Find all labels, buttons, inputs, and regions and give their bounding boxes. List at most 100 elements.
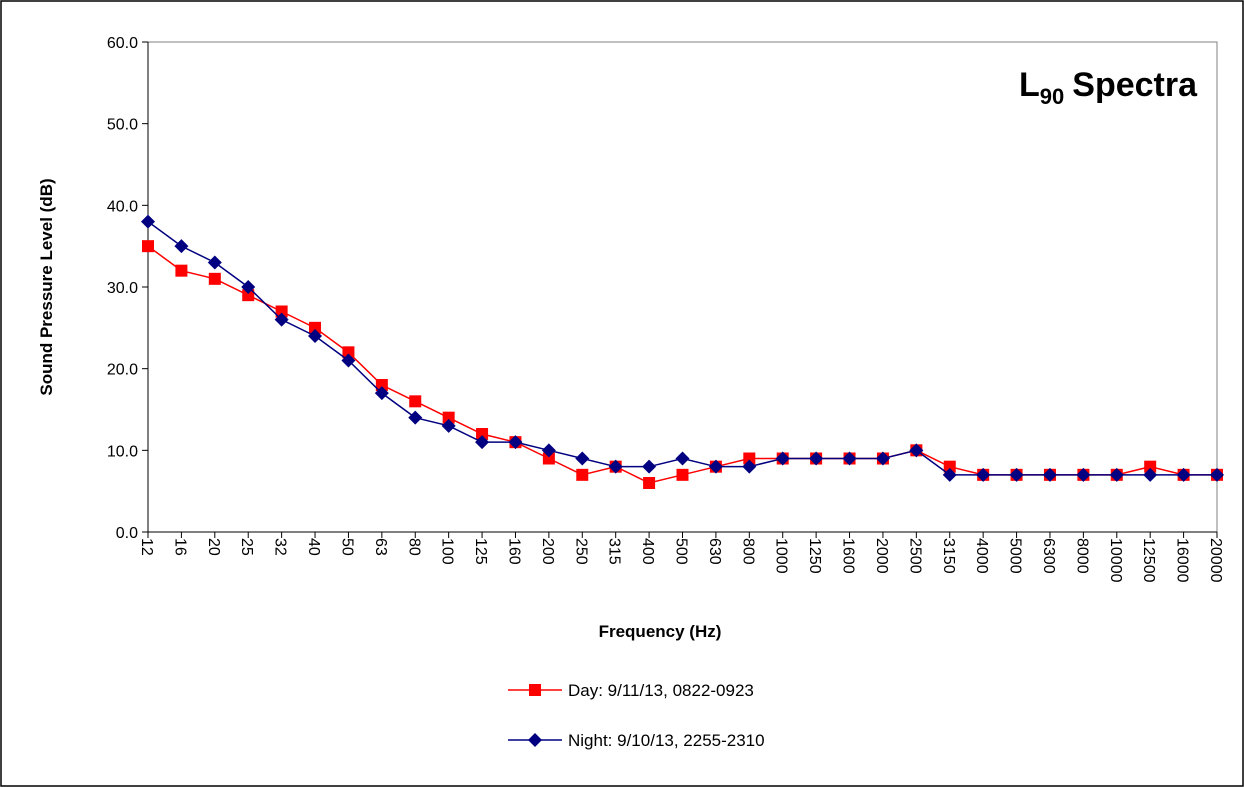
x-tick-label: 630	[706, 538, 723, 565]
x-tick-label: 800	[739, 538, 756, 565]
x-tick-label: 1000	[773, 538, 790, 574]
y-tick-label: 40.0	[107, 198, 138, 215]
x-tick-label: 20	[205, 538, 222, 556]
x-tick-label: 160	[505, 538, 522, 565]
data-point	[374, 386, 389, 401]
data-point	[508, 435, 523, 450]
y-tick-label: 0.0	[116, 525, 138, 542]
data-point	[141, 214, 155, 229]
data-point	[976, 467, 991, 482]
y-tick-label: 50.0	[107, 117, 138, 134]
y-tick-label: 30.0	[107, 280, 138, 297]
x-tick-label: 32	[272, 538, 289, 556]
x-axis-label: Frequency (Hz)	[599, 622, 722, 641]
x-tick-label: 2000	[873, 538, 890, 574]
y-tick-label: 10.0	[107, 443, 138, 460]
x-tick-label: 400	[639, 538, 656, 565]
data-point	[742, 459, 757, 474]
data-point	[241, 280, 256, 294]
data-point	[576, 468, 589, 481]
x-tick-label: 100	[439, 538, 456, 565]
x-tick-label: 3150	[940, 538, 957, 574]
data-point	[608, 459, 623, 474]
data-point	[242, 289, 255, 302]
x-tick-label: 25	[238, 538, 255, 556]
data-point	[442, 411, 455, 424]
x-tick-label: 315	[606, 538, 623, 565]
legend-label: Night: 9/10/13, 2255-2310	[568, 731, 765, 750]
data-point	[341, 353, 356, 368]
x-tick-label: 12500	[1140, 538, 1157, 583]
data-point	[909, 443, 924, 458]
title-rest: Spectra	[1072, 66, 1198, 104]
legend-label: Day: 9/11/13, 0822-0923	[568, 681, 754, 700]
title-main: L	[1019, 66, 1040, 104]
data-point	[809, 451, 824, 466]
data-point	[1109, 467, 1124, 482]
data-point	[441, 418, 456, 433]
data-point	[142, 240, 154, 253]
x-tick-label: 12	[138, 538, 155, 556]
data-point	[942, 467, 957, 482]
data-point	[309, 321, 322, 334]
y-tick-label: 20.0	[107, 362, 138, 379]
data-point	[775, 451, 790, 466]
data-point	[174, 239, 189, 254]
x-tick-label: 250	[572, 538, 589, 565]
x-tick-label: 5000	[1007, 538, 1024, 574]
data-point	[528, 733, 542, 747]
data-point	[1076, 467, 1091, 482]
x-tick-label: 200	[539, 538, 556, 565]
x-tick-label: 16	[171, 538, 188, 556]
data-point	[575, 451, 590, 466]
data-point	[409, 395, 422, 408]
y-axis-label: Sound Pressure Level (dB)	[37, 178, 56, 395]
data-point	[175, 264, 188, 277]
x-tick-label: 16000	[1174, 538, 1191, 583]
x-tick-label: 4000	[973, 538, 990, 574]
data-point	[1009, 467, 1024, 482]
data-point	[529, 684, 541, 696]
data-point	[1143, 467, 1158, 482]
title-subscript: 90	[1040, 84, 1064, 109]
x-tick-label: 63	[372, 538, 389, 556]
x-tick-label: 10000	[1107, 538, 1124, 583]
data-point	[476, 428, 489, 440]
chart-title: L90 Spectra	[1019, 66, 1198, 109]
data-point	[1042, 467, 1057, 482]
data-point	[475, 435, 490, 450]
x-tick-label: 80	[405, 538, 422, 556]
x-tick-label: 125	[472, 538, 489, 565]
data-point	[541, 443, 556, 458]
data-point	[1144, 460, 1157, 473]
x-tick-label: 50	[338, 538, 355, 556]
data-point	[842, 451, 857, 466]
data-point	[743, 452, 756, 465]
data-point	[208, 272, 221, 285]
data-point	[542, 452, 555, 465]
data-point	[1210, 467, 1224, 482]
x-tick-label: 1250	[806, 538, 823, 574]
data-point	[375, 379, 388, 391]
x-tick-label: 6300	[1040, 538, 1057, 574]
plot-border	[148, 41, 1218, 532]
data-point	[408, 410, 423, 425]
y-tick-label: 60.0	[107, 35, 138, 52]
data-point	[274, 312, 289, 327]
x-tick-label: 20000	[1207, 538, 1224, 583]
data-point	[275, 305, 288, 318]
data-point	[675, 451, 690, 466]
data-point	[642, 459, 657, 474]
data-point	[207, 255, 222, 270]
x-tick-label: 500	[673, 538, 690, 565]
x-tick-label: 2500	[906, 538, 923, 574]
data-point	[875, 451, 890, 466]
data-point	[708, 459, 723, 474]
x-tick-label: 8000	[1073, 538, 1090, 574]
data-point	[1176, 467, 1191, 482]
data-point	[676, 468, 689, 481]
x-tick-label: 40	[305, 538, 322, 556]
data-point	[308, 329, 323, 343]
